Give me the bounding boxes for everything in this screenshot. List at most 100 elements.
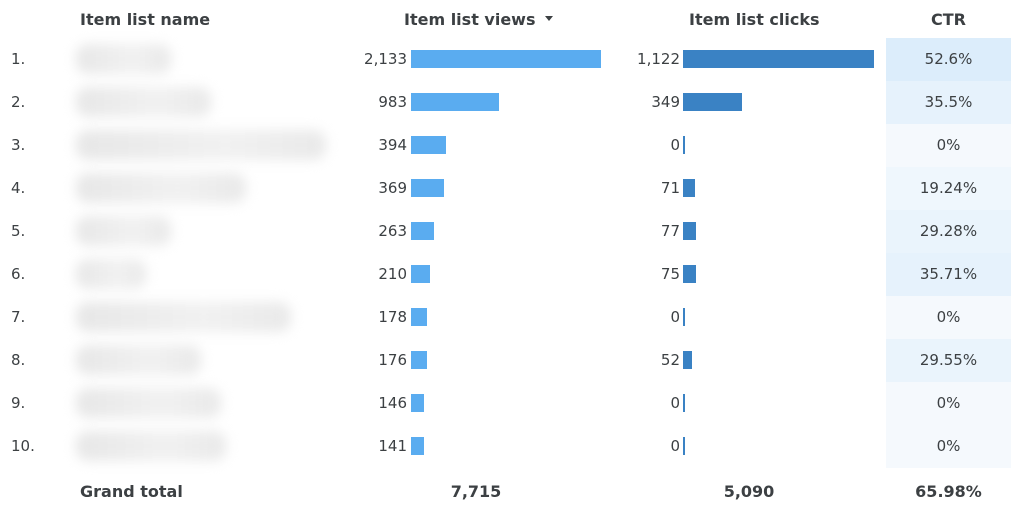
item-list-name-redacted [76,431,226,461]
clicks-value: 77 [660,222,680,240]
table-row[interactable]: 19.24% 4. 369 71 [0,167,1024,210]
row-index: 7. [11,308,26,326]
ctr-cell: 0% [886,296,1011,339]
row-index: 5. [11,222,26,240]
ctr-cell: 52.6% [886,38,1011,81]
views-bar [411,179,444,197]
table-row[interactable]: 29.55% 8. 176 52 [0,339,1024,382]
row-index: 10. [11,437,35,455]
ctr-value: 0% [936,136,961,154]
table-row[interactable]: 35.71% 6. 210 75 [0,253,1024,296]
views-bar [411,308,427,326]
item-list-name-redacted [76,345,201,375]
clicks-bar [683,351,692,369]
row-index: 6. [11,265,26,283]
views-bar [411,50,601,68]
clicks-value: 52 [660,351,680,369]
ctr-value: 35.5% [924,93,973,111]
grand-total-clicks: 5,090 [723,482,775,501]
grand-total-views: 7,715 [450,482,502,501]
row-index: 4. [11,179,26,197]
views-value: 178 [378,308,407,326]
ctr-cell: 29.55% [886,339,1011,382]
ctr-cell: 0% [886,124,1011,167]
clicks-bar [683,93,743,111]
ctr-cell: 35.71% [886,253,1011,296]
row-index: 9. [11,394,26,412]
row-index: 3. [11,136,26,154]
clicks-value: 0 [670,394,680,412]
views-value: 394 [378,136,407,154]
views-bar [411,351,427,369]
row-index: 1. [11,50,26,68]
table-row[interactable]: 0% 10. 141 0 [0,425,1024,468]
clicks-bar [683,222,697,240]
views-bar [411,394,424,412]
views-value: 146 [378,394,407,412]
clicks-bar [683,265,696,283]
item-list-name-redacted [76,173,246,203]
column-header-label: CTR [931,10,966,29]
ctr-value: 19.24% [919,179,978,197]
clicks-value: 71 [660,179,680,197]
ctr-value: 29.55% [919,351,978,369]
table-row[interactable]: 35.5% 2. 983 349 [0,81,1024,124]
column-header-ctr[interactable]: CTR [886,10,1011,29]
clicks-value: 75 [660,265,680,283]
column-header-item-list-views[interactable]: Item list views [404,10,554,29]
sort-down-icon [545,16,554,21]
clicks-bar [683,179,696,197]
clicks-value: 349 [651,93,680,111]
clicks-bar [683,437,685,455]
views-value: 263 [378,222,407,240]
item-list-name-redacted [76,388,221,418]
ctr-cell: 29.28% [886,210,1011,253]
grand-total-ctr: 65.98% [915,482,982,501]
clicks-bar [683,136,685,154]
views-bar [411,93,499,111]
clicks-bar [683,308,685,326]
table-row[interactable]: 0% 9. 146 0 [0,382,1024,425]
views-bar [411,437,424,455]
views-value: 2,133 [364,50,407,68]
views-value: 176 [378,351,407,369]
item-list-name-redacted [76,87,211,117]
column-header-item-list-name[interactable]: Item list name [80,10,210,29]
clicks-value: 0 [670,308,680,326]
column-header-item-list-clicks[interactable]: Item list clicks [689,10,820,29]
table-row[interactable]: 52.6% 1. 2,133 1,122 [0,38,1024,81]
ctr-value: 29.28% [919,222,978,240]
table-row[interactable]: 0% 3. 394 0 [0,124,1024,167]
item-list-name-redacted [76,130,326,160]
item-list-name-redacted [76,216,171,246]
clicks-value: 0 [670,136,680,154]
views-bar [411,222,435,240]
row-index: 2. [11,93,26,111]
ctr-cell: 19.24% [886,167,1011,210]
ctr-cell: 0% [886,382,1011,425]
clicks-bar [683,50,874,68]
table-row[interactable]: 29.28% 5. 263 77 [0,210,1024,253]
views-value: 983 [378,93,407,111]
row-index: 8. [11,351,26,369]
ctr-value: 52.6% [924,50,973,68]
table-row[interactable]: 0% 7. 178 0 [0,296,1024,339]
ctr-value: 0% [936,308,961,326]
ctr-value: 0% [936,437,961,455]
clicks-value: 0 [670,437,680,455]
views-bar [411,136,447,154]
clicks-value: 1,122 [637,50,680,68]
ctr-cell: 35.5% [886,81,1011,124]
clicks-bar [683,394,685,412]
views-bar [411,265,430,283]
ctr-value: 0% [936,394,961,412]
views-value: 141 [378,437,407,455]
column-header-label: Item list views [404,10,536,29]
item-list-name-redacted [76,302,291,332]
views-value: 369 [378,179,407,197]
column-header-label: Item list name [80,10,211,29]
ctr-value: 35.71% [919,265,978,283]
grand-total-label: Grand total [80,482,183,501]
views-value: 210 [378,265,407,283]
item-list-name-redacted [76,44,171,74]
